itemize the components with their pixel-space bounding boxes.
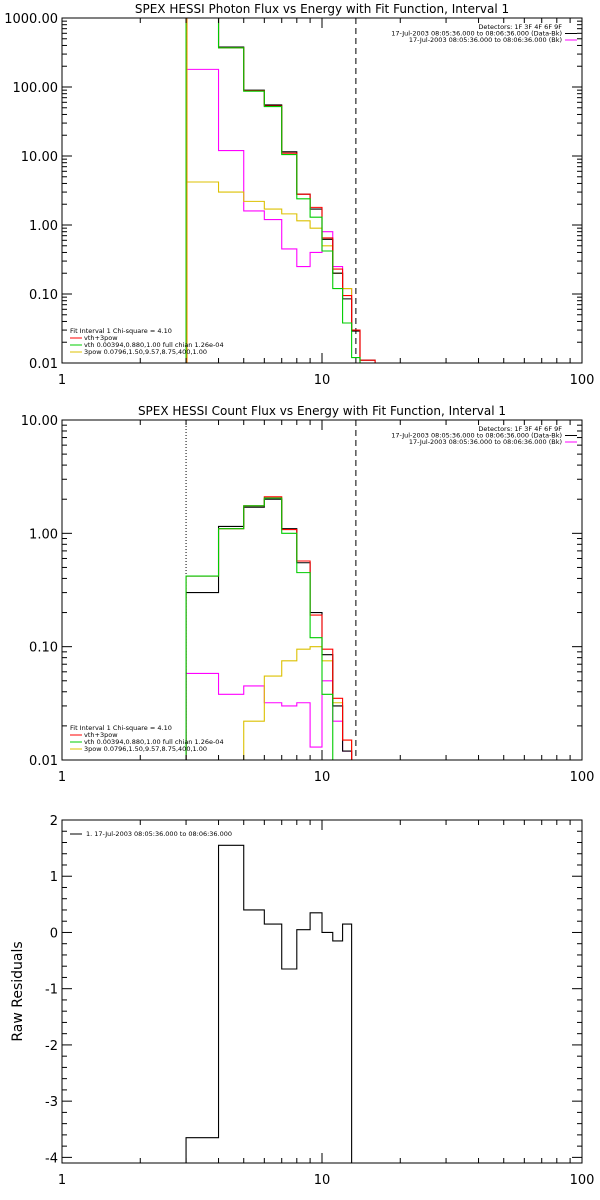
x-tick-label: 100: [570, 373, 595, 388]
legend-text-4: 3pow 0.0796,1.50,9.57,8.75,400,1.00: [84, 745, 207, 753]
info-text-3: 17-Jul-2003 08:05:36.000 to 08:06:36.000…: [409, 438, 562, 446]
legend-text-3: vth 0.00394,0.880,1.00 full chian 1.26e-…: [84, 341, 224, 349]
x-tick-label: 10: [314, 1173, 331, 1188]
info-text-1: Detectors: 1F 3F 4F 6F 9F: [478, 23, 562, 31]
y-tick-label: 10.00: [21, 414, 58, 429]
y-tick-label: -3: [45, 1095, 58, 1110]
y-tick-label: 2: [50, 814, 58, 829]
info-text-3: 17-Jul-2003 08:05:36.000 to 08:06:36.000…: [409, 36, 562, 44]
y-tick-label: -2: [45, 1039, 58, 1054]
y-tick-label: 10.00: [21, 150, 58, 165]
legend-text-3: vth 0.00394,0.880,1.00 full chian 1.26e-…: [84, 738, 224, 746]
series-vth: [185, 497, 360, 760]
info-text-1: Detectors: 1F 3F 4F 6F 9F: [478, 425, 562, 433]
y-tick-label: 0.01: [29, 357, 58, 372]
legend-text-1: Fit Interval 1 Chi-square = 4.10: [70, 327, 172, 335]
y-tick-label: 0.10: [29, 641, 58, 656]
series-fit: [185, 496, 360, 760]
series-vth: [185, 18, 376, 363]
legend-text-2: vth+3pow: [84, 334, 118, 342]
x-tick-label: 10: [314, 373, 331, 388]
series-pow: [185, 181, 376, 363]
series-bk: [185, 672, 360, 760]
y-tick-label: 100.00: [13, 81, 59, 96]
x-tick-label: 1: [58, 373, 66, 388]
legend-text-1: Fit Interval 1 Chi-square = 4.10: [70, 724, 172, 732]
y-tick-label: -1: [45, 983, 58, 998]
chart-title: SPEX HESSI Photon Flux vs Energy with Fi…: [135, 2, 509, 16]
y-axis-label: Raw Residuals: [10, 941, 26, 1041]
x-tick-label: 1: [58, 770, 66, 785]
y-tick-label: 1.00: [29, 219, 58, 234]
x-tick-label: 100: [570, 1173, 595, 1188]
y-tick-label: 1.00: [29, 527, 58, 542]
y-tick-label: 1000.00: [4, 12, 58, 27]
y-tick-label: 0.10: [29, 288, 58, 303]
x-tick-label: 1: [58, 1173, 66, 1188]
y-tick-label: 1: [50, 870, 58, 885]
x-tick-label: 10: [314, 770, 331, 785]
series-residual: [185, 844, 360, 1163]
legend-text-2: vth+3pow: [84, 731, 118, 739]
chart-panel-2: SPEX HESSI Count Flux vs Energy with Fit…: [21, 404, 595, 785]
plot-frame: [61, 819, 583, 1164]
info-text-2: 17-Jul-2003 08:05:36.000 to 08:06:36.000…: [391, 432, 562, 440]
chart-title: SPEX HESSI Count Flux vs Energy with Fit…: [138, 404, 506, 418]
plot-frame: [61, 17, 583, 364]
series-bk: [185, 68, 376, 363]
legend-text-4: 3pow 0.0796,1.50,9.57,8.75,400,1.00: [84, 348, 207, 356]
chart-panel-1: SPEX HESSI Photon Flux vs Energy with Fi…: [4, 2, 594, 388]
y-tick-label: 0.01: [29, 754, 58, 769]
y-tick-label: -4: [45, 1151, 58, 1166]
y-tick-label: 0: [50, 926, 58, 941]
x-tick-label: 100: [570, 770, 595, 785]
info-text-2: 17-Jul-2003 08:05:36.000 to 08:06:36.000…: [391, 30, 562, 38]
legend-text: 1. 17-Jul-2003 08:05:36.000 to 08:06:36.…: [86, 830, 232, 838]
